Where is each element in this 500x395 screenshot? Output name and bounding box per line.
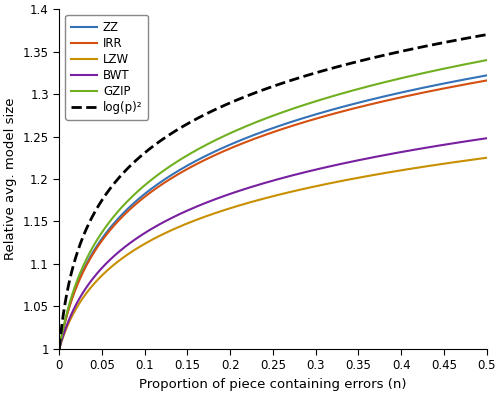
Y-axis label: Relative avg. model size: Relative avg. model size (4, 98, 17, 260)
X-axis label: Proportion of piece containing errors (n): Proportion of piece containing errors (n… (139, 378, 406, 391)
Legend: ZZ, IRR, LZW, BWT, GZIP, log(p)²: ZZ, IRR, LZW, BWT, GZIP, log(p)² (65, 15, 148, 120)
